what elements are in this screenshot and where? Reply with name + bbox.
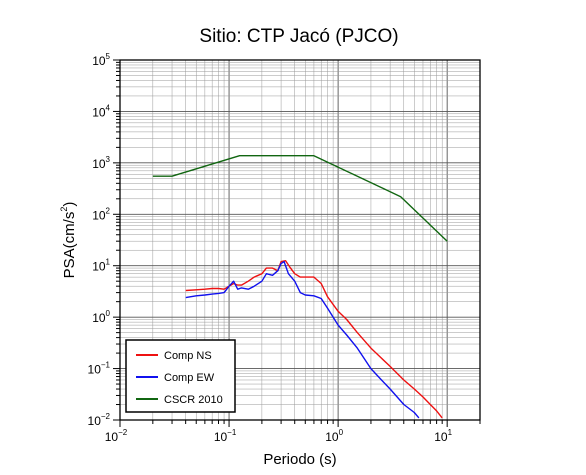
x-tick-label: 101 — [434, 428, 452, 444]
legend-label: CSCR 2010 — [164, 394, 223, 406]
x-tick-label: 100 — [325, 428, 343, 444]
chart-title: Sitio: CTP Jacó (PJCO) — [199, 26, 398, 47]
series-line-2 — [185, 260, 420, 419]
y-tick-label: 100 — [92, 309, 110, 325]
x-axis-label: Periodo (s) — [263, 451, 336, 468]
y-axis-label: PSA(cm/s2) — [59, 202, 78, 279]
legend: Comp NS Comp EW CSCR 2010 — [125, 339, 236, 413]
y-tick-label: 10−1 — [88, 361, 111, 377]
x-tick-label: 10−1 — [214, 428, 237, 444]
series-group — [152, 154, 448, 419]
y-axis-label-close: ) — [61, 202, 78, 207]
y-tick-label: 104 — [92, 103, 110, 119]
legend-label: Comp EW — [164, 372, 215, 384]
ticks — [113, 59, 481, 427]
x-tick-label: 10−2 — [105, 428, 128, 444]
y-axis-label-base: PSA(cm/s — [61, 212, 78, 279]
y-tick-label: 101 — [92, 258, 110, 274]
y-tick-label: 105 — [92, 52, 110, 68]
grid — [119, 59, 481, 421]
series-line-3 — [152, 154, 448, 242]
y-tick-label: 10−2 — [88, 412, 111, 428]
y-tick-label: 102 — [92, 206, 110, 222]
y-tick-label: 103 — [92, 155, 110, 171]
y-axis-label-exp: 2 — [59, 207, 69, 212]
legend-label: Comp NS — [164, 350, 212, 362]
tick-labels: 10−2 10−1 100 101 10−2 10−1 100 101 102 103 104 105 — [88, 52, 453, 444]
plot-frame — [119, 59, 481, 421]
